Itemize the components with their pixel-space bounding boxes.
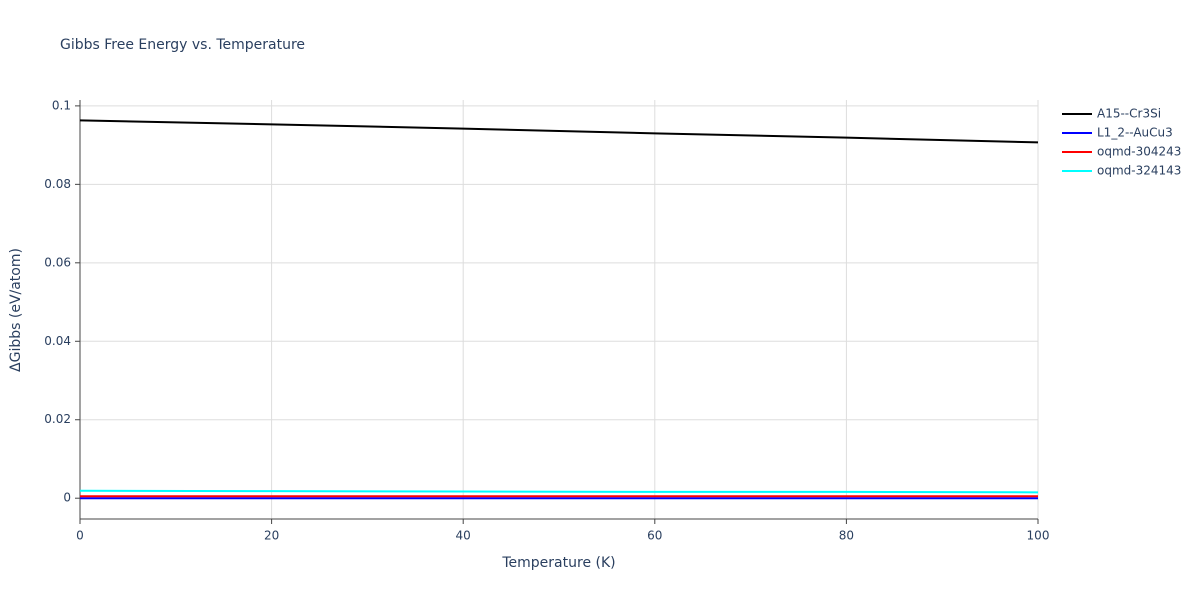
legend-label: L1_2--AuCu3 — [1097, 126, 1173, 140]
x-tick-label: 100 — [1027, 529, 1050, 543]
y-tick-label: 0.08 — [44, 177, 71, 191]
line — [79, 119, 1039, 144]
y-tick-label: 0.02 — [44, 412, 71, 426]
x-axis-label: Temperature (K) — [501, 555, 615, 571]
y-axis-label: ΔGibbs (eV/atom) — [8, 248, 24, 372]
x-tick-label: 80 — [839, 529, 854, 543]
y-tick-label: 0 — [63, 491, 71, 505]
y-tick-label: 0.04 — [44, 334, 71, 348]
legend-label: oqmd-324143 — [1097, 164, 1181, 178]
x-tick-label: 60 — [647, 529, 662, 543]
y-tick-label: 0.1 — [52, 98, 71, 112]
x-tick-label: 0 — [76, 529, 84, 543]
line — [79, 489, 1039, 494]
legend-label: oqmd-304243 — [1097, 145, 1181, 159]
y-tick-label: 0.06 — [44, 255, 71, 269]
x-tick-label: 40 — [456, 529, 471, 543]
legend-label: A15--Cr3Si — [1097, 107, 1161, 121]
x-tick-label: 20 — [264, 529, 279, 543]
chart-title: Gibbs Free Energy vs. Temperature — [60, 37, 305, 53]
